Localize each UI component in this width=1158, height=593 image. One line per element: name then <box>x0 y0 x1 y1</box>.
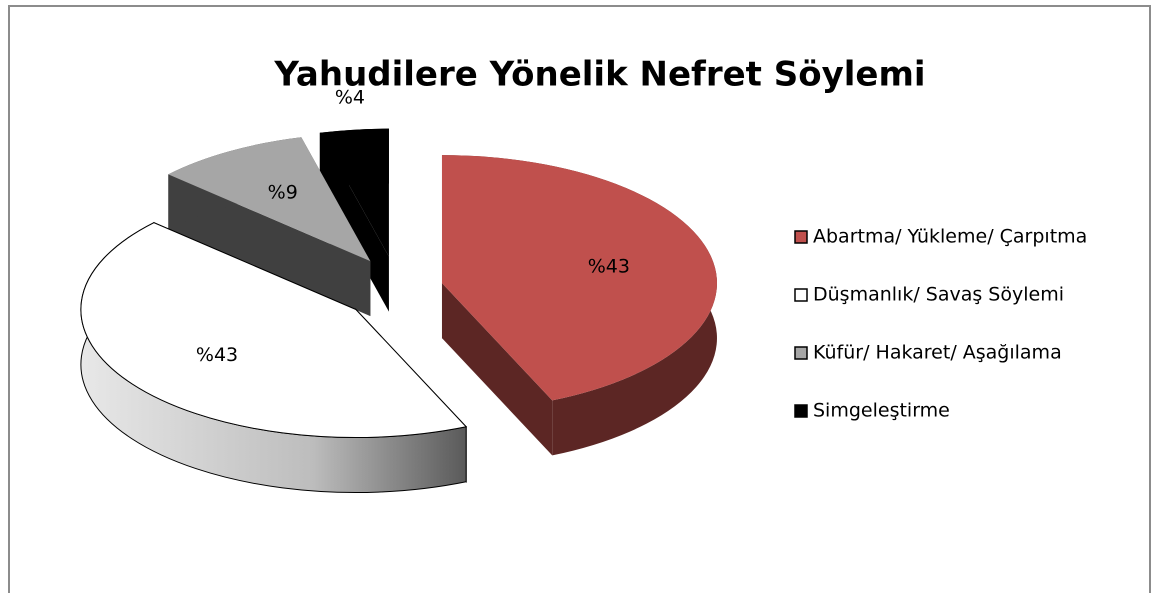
slice-top <box>441 155 717 401</box>
slice-top <box>168 137 371 262</box>
chart-border <box>8 5 1151 593</box>
slice-top <box>319 128 389 257</box>
slice-top <box>80 222 468 438</box>
slice <box>319 128 389 312</box>
legend-swatch <box>794 230 808 244</box>
legend-swatch <box>794 288 808 302</box>
slice <box>441 155 717 456</box>
legend-label: Düşmanlık/ Savaş Söylemi <box>813 284 1064 306</box>
legend: Abartma/ Yükleme/ Çarpıtma Düşmanlık/ Sav… <box>794 226 1087 422</box>
slice-side <box>168 174 371 317</box>
data-label: %9 <box>268 182 298 204</box>
legend-label: Simgeleştirme <box>813 400 950 422</box>
data-label: %43 <box>588 255 630 277</box>
pie: %43 %43 %9 %4 <box>80 86 717 493</box>
legend-swatch <box>794 404 808 418</box>
chart-title: Yahudilere Yönelik Nefret Söylemi <box>273 55 925 95</box>
legend-swatch <box>794 346 808 360</box>
legend-label: Küfür/ Hakaret/ Aşağılama <box>813 342 1062 364</box>
legend-label: Abartma/ Yükleme/ Çarpıtma <box>813 226 1087 248</box>
data-label: %4 <box>335 86 365 108</box>
data-label: %43 <box>196 344 238 366</box>
slice <box>168 137 371 317</box>
slice-side <box>441 283 553 456</box>
slice <box>80 221 468 493</box>
